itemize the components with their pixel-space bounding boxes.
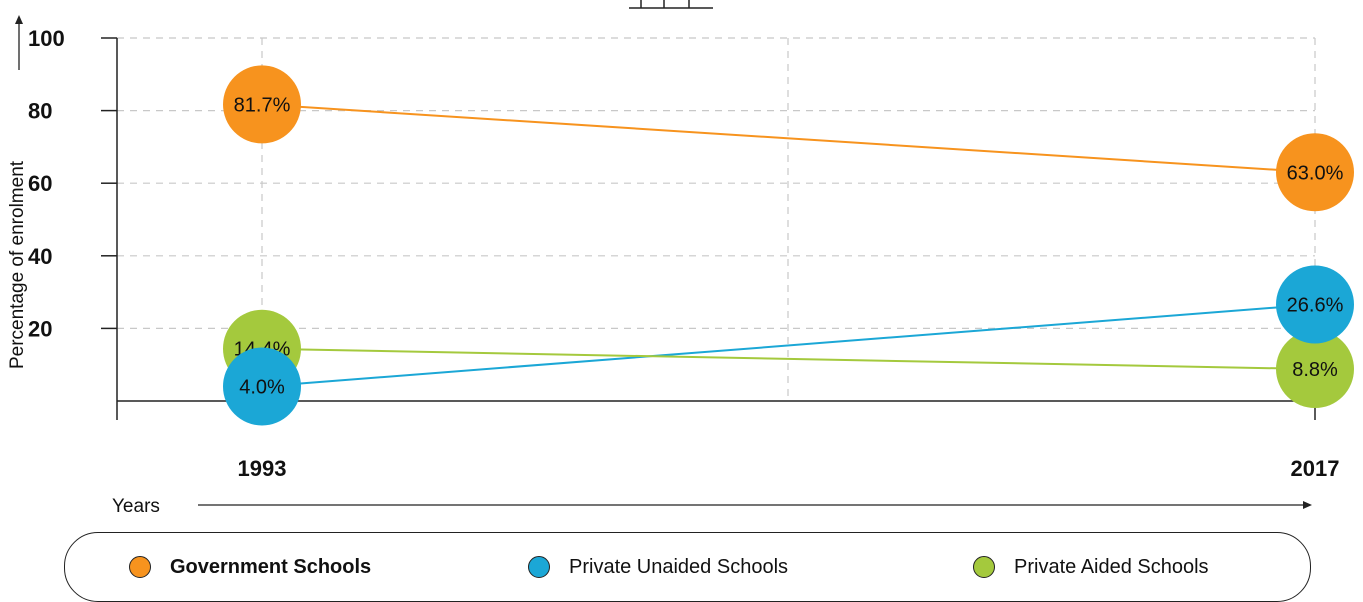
- data-point-1-0: [223, 347, 301, 426]
- data-label-2-1: 8.8%: [1292, 359, 1338, 381]
- series-line-0: [261, 103, 1316, 174]
- x-category-label-1993: 1993: [238, 456, 287, 481]
- data-label-0-0: 81.7%: [234, 94, 291, 116]
- y-tick-label-100: 100: [28, 26, 65, 51]
- legend-label-private-aided-schools: Private Aided Schools: [1014, 555, 1209, 578]
- private-unaided-schools-swatch: [528, 556, 550, 578]
- y-tick-label-60: 60: [28, 171, 52, 196]
- top-fragment: [629, 0, 713, 9]
- legend-label-private-unaided-schools: Private Unaided Schools: [569, 555, 789, 578]
- axes: 20 40 60 80 100 1993 2017: [15, 0, 1339, 509]
- data-label-1-1: 26.6%: [1287, 294, 1344, 316]
- y-axis-label: Percentage of enrolment: [7, 160, 28, 369]
- x-axis-label: Years: [112, 496, 160, 517]
- private-aided-schools-swatch: [973, 556, 995, 578]
- x-axis-arrowhead: [1303, 501, 1312, 509]
- legend-label-government-schools: Government Schools: [170, 555, 372, 578]
- series-line-1: [261, 303, 1316, 388]
- data-point-0-0: [223, 65, 301, 144]
- y-axis-arrowhead: [15, 15, 23, 24]
- y-tick-label-20: 20: [28, 316, 52, 341]
- legend-item-private-aided-schools: Private Aided Schools: [973, 554, 1209, 580]
- data-point-1-1: [1276, 265, 1354, 344]
- x-category-label-2017: 2017: [1291, 456, 1340, 481]
- data-markers: 81.7%63.0%14.4%8.8%4.0%26.6%: [223, 65, 1354, 426]
- series-lines: [261, 103, 1316, 388]
- data-label-1-0: 4.0%: [239, 376, 285, 398]
- government-schools-swatch: [129, 556, 151, 578]
- legend-item-government-schools: Government Schools: [129, 554, 371, 580]
- y-tick-label-80: 80: [28, 99, 52, 124]
- data-point-2-1: [1276, 330, 1354, 409]
- legend-item-private-unaided-schools: Private Unaided Schools: [528, 554, 788, 580]
- series-line-2: [261, 347, 1316, 371]
- data-label-0-1: 63.0%: [1287, 162, 1344, 184]
- y-tick-label-40: 40: [28, 244, 52, 269]
- data-point-0-1: [1276, 133, 1354, 212]
